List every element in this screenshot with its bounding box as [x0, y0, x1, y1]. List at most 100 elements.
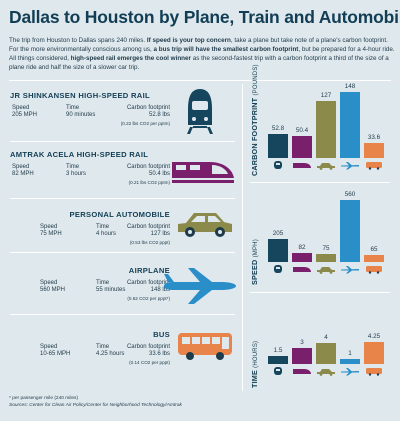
bar-value-label: 52.8	[271, 125, 285, 132]
carbon-chart-unit: (POUNDS)	[253, 64, 259, 96]
carbon-chart-title: CARBON FOOTPRINT	[250, 97, 259, 176]
mini-airplane-icon	[341, 266, 359, 274]
mini-bullet-train-icon	[274, 161, 282, 169]
bar-value-label: 33.6	[367, 134, 381, 141]
carbon-label: Carbon footprint	[126, 280, 170, 286]
speed-label: Speed	[40, 224, 58, 230]
speed-chart-label: SPEED (MPH)	[250, 239, 259, 285]
carbon-label: Carbon footprint	[126, 105, 170, 111]
mini-car-icon	[317, 163, 335, 170]
intro-paragraph: The trip from Houston to Dallas spans 24…	[9, 36, 395, 72]
bar-speed-airplane	[340, 200, 360, 262]
bar-value-label: 3	[300, 339, 304, 346]
time-value: 4 hours	[96, 231, 117, 238]
time-value: 3 hours	[66, 171, 87, 178]
footnote-per-mile: * per passenger mile (240 miles)	[9, 396, 79, 401]
carbon-note: (0.22 lbs CO2 per pptm)	[120, 120, 170, 126]
speed-value: 82 MPH	[12, 171, 34, 178]
mode-shinkansen: JR SHINKANSEN HIGH-SPEED RAIL Speed 205 M…	[10, 91, 180, 131]
intro-text-4: as the second-fastest trip with a carbon…	[9, 55, 389, 72]
bar-value-label: 4.25	[367, 333, 381, 340]
divider	[10, 141, 235, 142]
time-label: Time	[96, 344, 110, 350]
speed-value: 75 MPH	[40, 231, 62, 238]
bar-value-label: 50.4	[295, 127, 309, 134]
bar-value-label: 82	[298, 244, 306, 251]
carbon-note: (0.21 lbs CO2 pptm)	[128, 179, 170, 185]
intro-text-3: , but be prepared for a 4-hour ride. All…	[9, 46, 395, 63]
mode-title: AIRPLANE	[128, 266, 170, 275]
bar-value-label: 127	[320, 92, 332, 99]
time-chart-label: TIME (HOURS)	[250, 341, 259, 388]
mode-title: BUS	[153, 330, 170, 339]
bar-carbon-footprint-car	[316, 101, 336, 158]
mode-automobile: PERSONAL AUTOMOBILE Speed 75 MPH Time 4 ho…	[10, 210, 180, 250]
speed-label: Speed	[40, 344, 58, 350]
mini-acela-train-icon	[293, 369, 311, 374]
footnote-sources: Sources: Center for Clean Air Policy/Cen…	[9, 403, 182, 408]
bullet-train-icon	[187, 89, 213, 134]
time-chart-unit: (HOURS)	[253, 340, 259, 368]
speed-chart-unit: (MPH)	[253, 239, 259, 258]
intro-bold-3: high-speed rail emerges the cool winner	[70, 55, 191, 63]
carbon-chart-label: CARBON FOOTPRINT (POUNDS)	[250, 64, 259, 176]
divider	[250, 182, 390, 183]
bar-speed-shinkansen	[268, 239, 288, 262]
airplane-icon	[164, 268, 236, 304]
mini-car-icon	[317, 369, 335, 376]
carbon-note: (0.62 CO2 per pppt*)	[127, 295, 170, 301]
bar-carbon-footprint-shinkansen	[268, 134, 288, 158]
carbon-label: Carbon footprint	[126, 224, 170, 230]
bar-carbon-footprint-bus	[364, 143, 384, 158]
bar-value-label: 1.5	[273, 347, 283, 354]
carbon-label: Carbon footprint	[126, 344, 170, 350]
bar-carbon-footprint-acela	[292, 136, 312, 158]
divider	[10, 198, 235, 199]
mini-bus-icon	[366, 368, 382, 376]
time-value: 90 minutes	[66, 112, 96, 119]
carbon-note: (0.53 lbs CO2 pppt)	[129, 239, 170, 245]
carbon-label: Carbon footprint	[126, 164, 170, 170]
carbon-value: 50.4 lbs	[148, 171, 170, 178]
time-label: Time	[96, 224, 110, 230]
bar-speed-car	[316, 254, 336, 262]
divider	[10, 252, 235, 253]
mini-bus-icon	[366, 162, 382, 170]
speed-label: Speed	[40, 280, 58, 286]
bar-carbon-footprint-airplane	[340, 92, 360, 158]
carbon-value: 52.8 lbs	[148, 112, 170, 119]
divider	[242, 84, 243, 391]
bar-value-label: 205	[272, 230, 284, 237]
bar-value-label: 1	[348, 350, 352, 357]
bar-time-airplane	[340, 359, 360, 364]
divider	[250, 292, 390, 293]
mode-title: JR SHINKANSEN HIGH-SPEED RAIL	[10, 91, 150, 100]
car-icon	[178, 213, 232, 237]
speed-label: Speed	[12, 105, 30, 111]
mini-bullet-train-icon	[274, 367, 282, 375]
carbon-value: 148 lbs	[150, 287, 170, 294]
mode-title: PERSONAL AUTOMOBILE	[69, 210, 170, 219]
mini-airplane-icon	[341, 368, 359, 376]
bar-time-bus	[364, 342, 384, 364]
speed-value: 10-65 MPH	[40, 351, 71, 358]
time-chart-title: TIME	[250, 370, 259, 388]
divider	[10, 314, 235, 315]
mini-acela-train-icon	[293, 163, 311, 168]
mini-bus-icon	[366, 266, 382, 274]
intro-bold-2: a bus trip will have the smallest carbon…	[153, 46, 299, 54]
mini-bullet-train-icon	[274, 265, 282, 273]
intro-text-2: , take a plane but take note of a plane'…	[9, 37, 388, 54]
bar-speed-bus	[364, 255, 384, 262]
speed-value: 560 MPH	[40, 287, 66, 294]
carbon-value: 33.6 lbs	[148, 351, 170, 358]
mini-acela-train-icon	[293, 267, 311, 272]
bus-icon	[178, 333, 232, 360]
intro-bold-1: If speed is your top concern	[146, 37, 231, 44]
carbon-value: 127 lbs	[150, 231, 170, 238]
speed-value: 205 MPH	[12, 112, 38, 119]
bar-value-label: 65	[370, 246, 378, 253]
mode-airplane: AIRPLANE Speed 560 MPH Time 55 minutes Car…	[10, 266, 180, 306]
mode-acela: AMTRAK ACELA HIGH-SPEED RAIL Speed 82 MPH…	[10, 150, 180, 190]
bar-value-label: 560	[344, 191, 356, 198]
